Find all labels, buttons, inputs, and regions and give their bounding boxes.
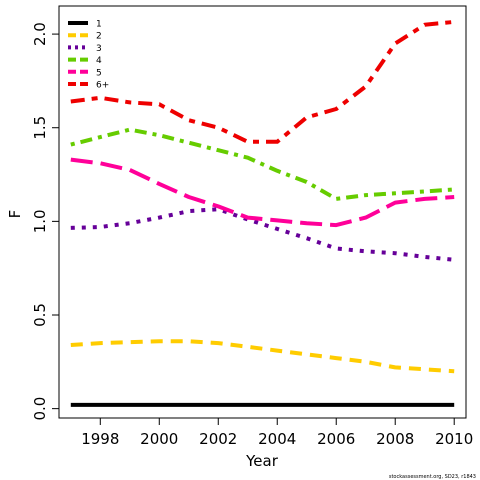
x-tick-label: 1998 [81,430,119,448]
x-tick-label: 2000 [140,430,178,448]
y-tick-label: 0.5 [31,303,49,327]
legend-label: 6+ [96,81,109,91]
y-tick-label: 1.5 [31,116,49,140]
legend-label: 4 [96,56,102,66]
series-line-2 [70,339,455,374]
y-axis: 0.0 0.5 1.0 1.5 2.0 [31,22,59,421]
legend-label: 2 [96,32,102,42]
series-line-3 [70,207,455,262]
y-tick-label: 2.0 [31,22,49,46]
x-tick-label: 2006 [317,430,355,448]
x-axis: 1998 2000 2002 2004 2006 2008 2010 [81,418,473,448]
y-tick-label: 1.0 [31,209,49,233]
legend-label: 5 [96,68,102,78]
legend: 1 2 3 4 5 6+ [68,20,109,91]
series-line-4 [70,127,455,201]
legend-label: 3 [96,44,102,54]
x-tick-label: 2010 [435,430,473,448]
legend-label: 1 [96,20,102,30]
series-lines [70,19,455,407]
y-axis-title: F [6,210,24,219]
footer-note: stockassessment.org, SD23, r1843 [389,474,476,480]
x-tick-label: 2002 [199,430,237,448]
series-line-5 [70,157,455,228]
x-tick-label: 2004 [258,430,296,448]
series-line-6plus [70,19,455,144]
y-tick-label: 0.0 [31,397,49,421]
x-tick-label: 2008 [376,430,414,448]
x-axis-title: Year [245,452,279,470]
plot-frame [58,5,467,419]
